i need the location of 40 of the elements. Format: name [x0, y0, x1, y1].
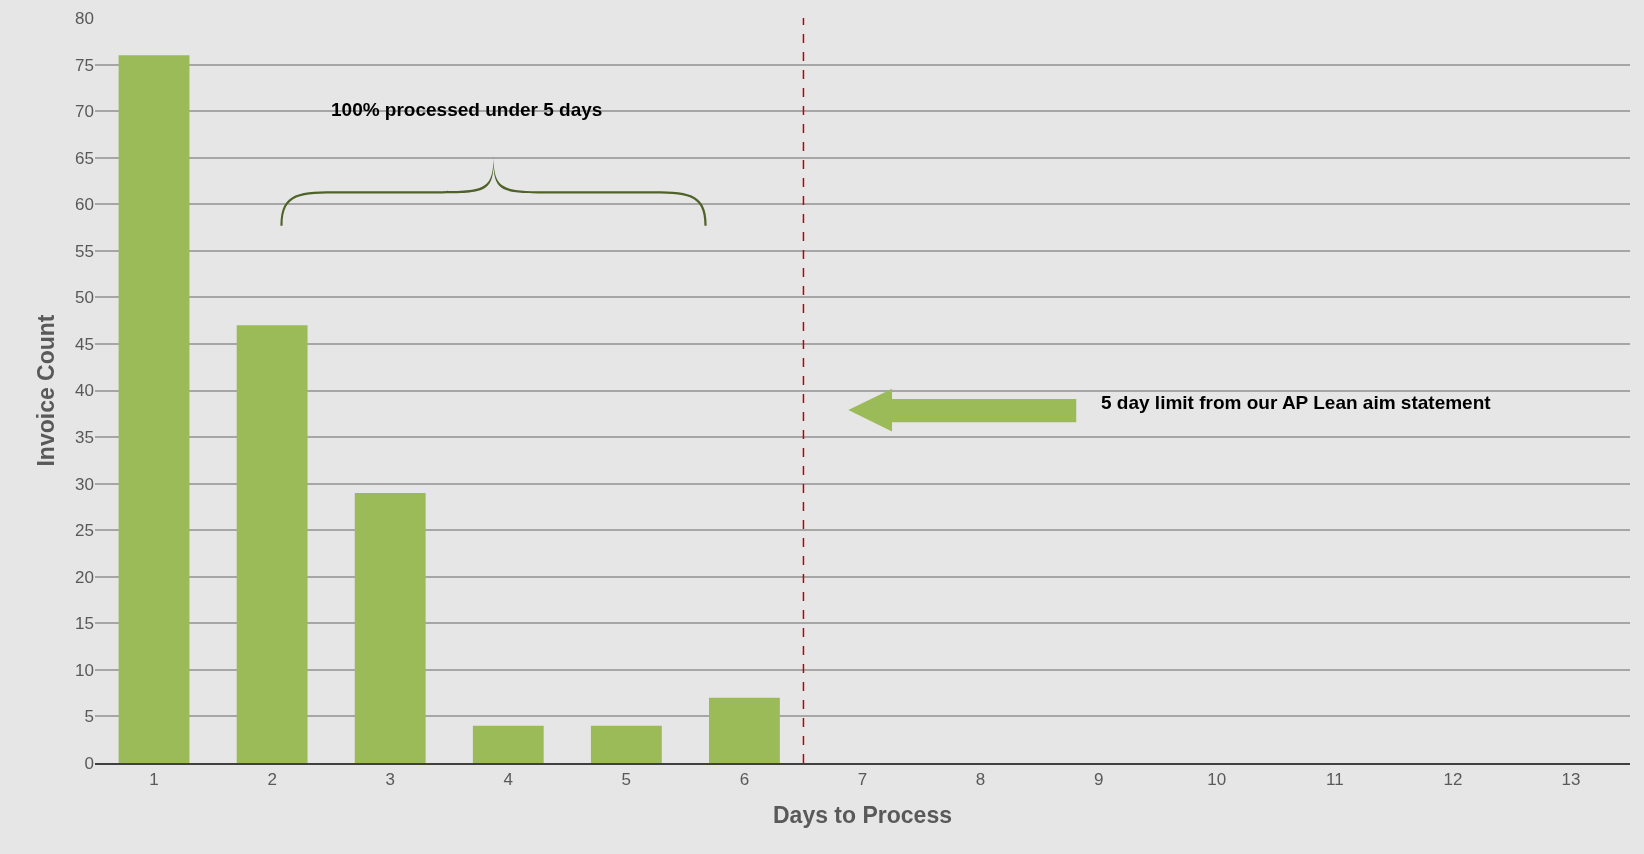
x-tick-label: 7 [857, 770, 868, 790]
x-tick-label: 12 [1443, 770, 1463, 790]
y-tick-label: 35 [75, 428, 94, 448]
y-tick-label: 20 [75, 567, 94, 587]
x-tick-label: 6 [739, 770, 750, 790]
y-axis-title: Invoice Count [32, 314, 59, 467]
y-tick-label: 15 [75, 614, 94, 634]
y-tick-label: 60 [75, 195, 94, 215]
x-tick-label: 5 [621, 770, 632, 790]
x-tick-label: 4 [503, 770, 513, 790]
x-tick-label: 11 [1325, 770, 1344, 790]
annotation: 5 day limit from our AP Lean aim statement [1101, 392, 1492, 413]
annotation: 100% processed under 5 days [331, 99, 603, 120]
bar [590, 725, 662, 763]
y-tick-label: 40 [75, 381, 94, 401]
y-tick-label: 80 [75, 8, 94, 28]
y-tick-label: 70 [75, 102, 94, 122]
x-tick-label: 9 [1093, 770, 1104, 790]
x-tick-label: 1 [149, 770, 159, 790]
x-tick-label: 13 [1561, 770, 1581, 790]
y-tick-label: 30 [75, 474, 94, 494]
x-tick-label: 10 [1207, 770, 1227, 790]
bar [236, 325, 308, 763]
bar [472, 725, 544, 763]
x-tick-label: 8 [975, 770, 986, 790]
bar [354, 492, 426, 763]
y-tick-label: 10 [75, 660, 94, 680]
x-axis-title: Days to Process [773, 801, 952, 828]
x-tick-label: 3 [385, 770, 395, 790]
bar [709, 697, 780, 763]
y-tick-label: 55 [75, 241, 94, 261]
y-tick-label: 45 [75, 334, 94, 354]
y-tick-label: 75 [75, 55, 94, 75]
y-tick-label: 50 [75, 288, 94, 308]
y-tick-label: 0 [84, 753, 94, 773]
x-tick-label: 2 [267, 770, 277, 790]
y-tick-label: 5 [84, 707, 94, 727]
bar [118, 55, 190, 763]
y-tick-label: 25 [75, 521, 94, 541]
y-tick-label: 65 [75, 148, 94, 168]
